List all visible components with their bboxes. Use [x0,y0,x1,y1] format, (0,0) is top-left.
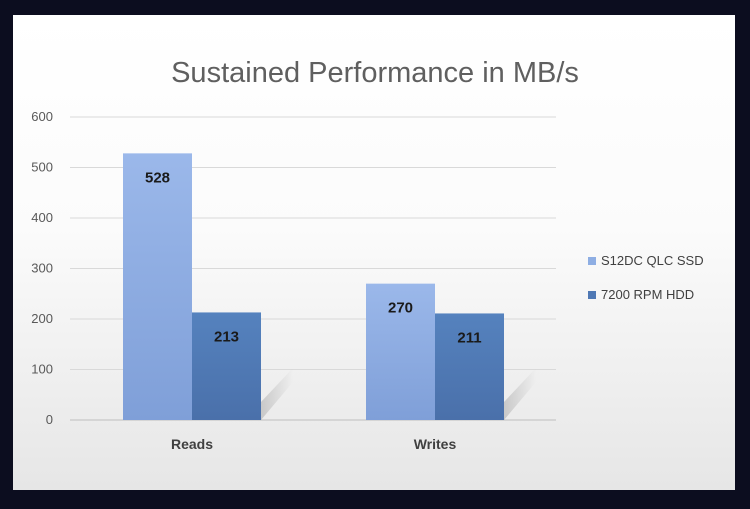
data-label-writes-series-2: 211 [457,329,481,346]
y-tick-label-300: 300 [31,261,53,276]
legend-label-1: S12DC QLC SSD [601,253,704,268]
y-tick-label-200: 200 [31,311,53,326]
y-axis-ticks: 0 100 200 300 400 500 600 [31,109,53,427]
bar-shadow-1-1 [504,368,536,420]
legend: S12DC QLC SSD 7200 RPM HDD [588,253,704,302]
y-tick-label-500: 500 [31,160,53,175]
y-tick-label-100: 100 [31,362,53,377]
legend-label-2: 7200 RPM HDD [601,287,694,302]
legend-swatch-2 [588,291,596,299]
data-label-reads-series-1: 528 [145,169,170,186]
bar-writes-series-2 [435,313,504,420]
bars [123,153,504,421]
data-label-writes-series-1: 270 [388,300,413,317]
bar-shadow-0-1 [261,368,293,420]
x-category-label-writes: Writes [414,436,457,452]
x-axis-categories: Reads Writes [171,436,456,452]
bar-reads-series-1 [123,153,192,421]
data-labels: 528 213 270 211 [145,169,482,346]
legend-swatch-1 [588,257,596,265]
bar-reads-series-2 [192,312,261,420]
y-tick-label-600: 600 [31,109,53,124]
y-tick-label-400: 400 [31,210,53,225]
x-category-label-reads: Reads [171,436,213,452]
chart-title: Sustained Performance in MB/s [171,57,579,89]
bar-writes-series-1 [366,283,435,420]
y-tick-label-0: 0 [46,412,53,427]
data-label-reads-series-2: 213 [214,328,239,345]
